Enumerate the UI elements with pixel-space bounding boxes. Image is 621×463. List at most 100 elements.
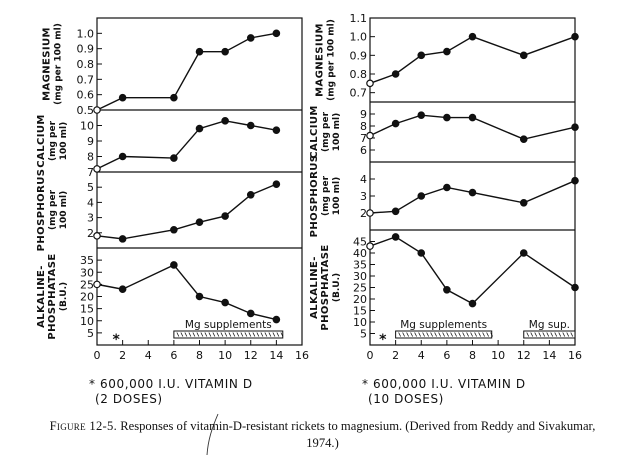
supplement-hatch [176,332,180,337]
y-tick-label: 25 [353,282,367,295]
y-tick-label: 20 [80,291,94,304]
supplement-hatch [398,332,401,337]
y-axis-label: CALCIUM (mg per 100 ml) [309,105,342,158]
data-point [195,218,204,226]
data-point [246,309,255,318]
y-tick-label: 5 [87,181,94,194]
supplement-hatch [486,332,489,337]
supplement-hatch [184,332,188,337]
y-tick-label: 10 [80,315,94,328]
data-point [443,47,451,56]
data-point [391,207,400,216]
y-axis-label: ALKALINE- PHOSPHATASE (B.U.) [309,244,342,330]
data-point [519,135,528,144]
data-point [221,298,229,307]
x-tick-label: 16 [568,349,582,362]
data-point [443,285,451,294]
data-point [93,106,101,114]
y-tick-label: 25 [80,278,94,291]
supplement-bar [523,330,576,339]
data-point [571,176,579,185]
supplement-hatch [216,332,220,337]
y-tick-label: 0.7 [350,87,368,100]
supplement-hatch [566,332,570,337]
vitamin-marker: * [379,332,387,348]
footnote: * 600,000 I.U. VITAMIN D [89,377,253,391]
y-tick-label: 5 [360,328,367,341]
y-axis-subtitle: (mg per [321,111,331,152]
x-tick-label: 8 [196,349,203,362]
supplement-hatch [530,332,534,337]
footnote: * 600,000 I.U. VITAMIN D [362,377,526,391]
x-tick-label: 8 [469,349,476,362]
data-point [221,117,229,125]
y-tick-label: 9 [87,135,94,148]
supplement-hatch [422,332,425,337]
y-tick-label: 3 [360,190,367,203]
supplement-hatch [244,332,248,337]
y-tick-label: 6 [360,144,367,157]
caption-text: Responses of vitamin-D-resistant rickets… [120,419,596,450]
supplement-hatch [426,332,429,337]
y-tick-label: 4 [360,173,367,186]
data-point [195,124,204,133]
supplement-hatch [236,332,240,337]
supplement-hatch [248,332,252,337]
y-axis-subtitle: (mg per [48,120,58,161]
supplement-hatch [418,332,421,337]
data-point [272,315,281,324]
data-point [272,29,281,38]
y-axis-title: PHOSPHORUS [36,169,47,252]
data-point [443,113,451,122]
y-axis-subtitle: (mg per 100 ml) [54,23,64,105]
y-axis-subtitle: (B.U.) [59,282,69,311]
x-tick-label: 0 [94,349,101,362]
y-tick-label: 10 [80,120,94,133]
data-point [417,192,426,200]
supplement-hatch [204,332,208,337]
panel-p: 2 3 4 5 PHOSPHORUS (mg per 100 ml) [36,169,302,252]
x-tick-label: 2 [119,349,126,362]
supplement-hatch [490,332,493,337]
data-point [366,209,374,217]
x-tick-label: 2 [392,349,399,362]
supplement-hatch [434,332,437,337]
data-point [519,199,528,207]
x-tick-label: 0 [367,349,374,362]
y-axis-subtitle: 100 ml) [59,122,69,161]
y-axis-subtitle: (mg per 100 ml) [327,19,337,101]
y-tick-label: 9 [360,108,367,121]
y-axis-title: MAGNESIUM [315,23,326,97]
y-axis-subtitle: (mg per [321,175,331,216]
supplement-hatch [546,332,550,337]
y-tick-label: 3 [87,212,94,225]
supplement-hatch [550,332,554,337]
y-axis-subtitle: PHOSPHATASE [320,244,331,330]
y-tick-label: 0.8 [350,68,368,81]
supplement-hatch [232,332,236,337]
y-axis-label: PHOSPHORUS (mg per 100 ml) [36,169,69,252]
y-axis-title: ALKALINE- [36,265,47,328]
y-tick-label: 30 [353,270,367,283]
x-tick-label: 12 [244,349,258,362]
data-point [246,191,255,199]
y-tick-label: 35 [353,259,367,272]
x-tick-label: 6 [443,349,450,362]
x-tick-label: 10 [218,349,232,362]
supplement-hatch [192,332,196,337]
data-point [93,280,101,289]
plot-frame [369,17,576,346]
data-point [468,32,477,41]
supplement-hatch [240,332,244,337]
x-tick-label: 10 [491,349,505,362]
data-point [366,242,374,250]
y-tick-label: 35 [80,254,94,267]
panel-ca: 7 8 9 10 CALCIUM (mg per 100 ml) [36,114,302,179]
supplement-hatch [264,332,268,337]
data-point [118,285,127,294]
y-axis-label: MAGNESIUM (mg per 100 ml) [42,23,64,105]
supplement-hatch [526,332,530,337]
series-line [369,236,576,305]
